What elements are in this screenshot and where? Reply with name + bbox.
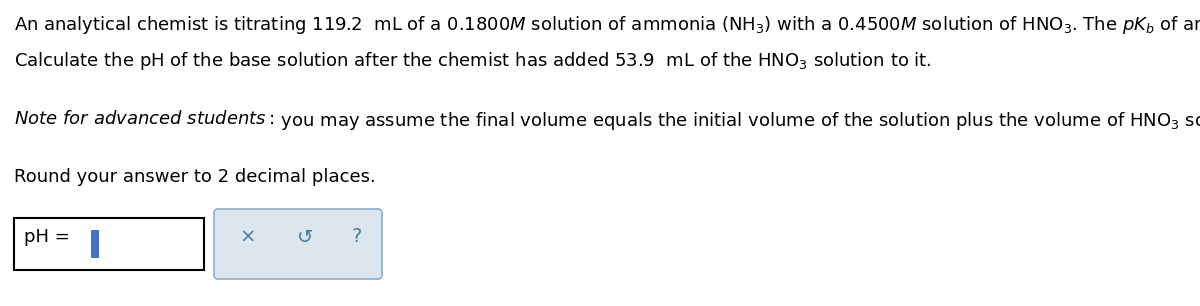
Text: ↺: ↺ — [296, 227, 313, 247]
Text: ×: × — [240, 227, 256, 247]
Text: An analytical chemist is titrating 119.2  mL of a 0.1800$\mathit{M}$ solution of: An analytical chemist is titrating 119.2… — [14, 14, 1200, 36]
Text: Round your answer to 2 decimal places.: Round your answer to 2 decimal places. — [14, 168, 376, 186]
Text: $\mathit{Note\ for\ advanced\ students:}$: $\mathit{Note\ for\ advanced\ students:}… — [14, 110, 275, 128]
Text: ?: ? — [352, 227, 362, 247]
Text: pH =: pH = — [24, 228, 76, 246]
FancyBboxPatch shape — [14, 218, 204, 270]
FancyBboxPatch shape — [91, 230, 98, 258]
Text: Calculate the pH of the base solution after the chemist has added 53.9  mL of th: Calculate the pH of the base solution af… — [14, 50, 931, 72]
Text: you may assume the final volume equals the initial volume of the solution plus t: you may assume the final volume equals t… — [275, 110, 1200, 132]
FancyBboxPatch shape — [214, 209, 382, 279]
